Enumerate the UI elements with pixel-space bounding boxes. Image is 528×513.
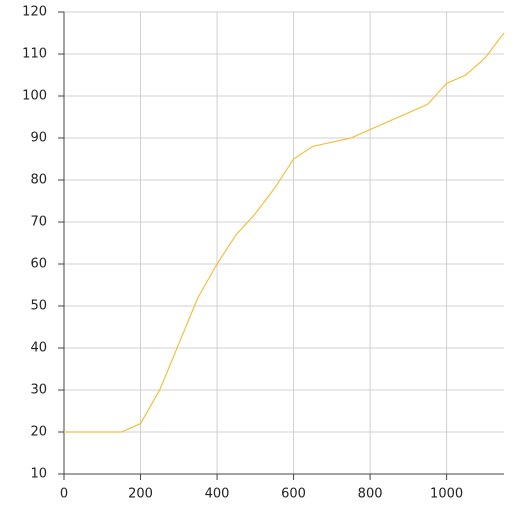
y-tick-label: 70 [30, 215, 47, 230]
y-tick-label: 60 [30, 257, 47, 272]
y-tick-label: 50 [30, 299, 47, 314]
y-tick-label: 110 [22, 47, 47, 62]
y-tick-label: 100 [22, 89, 47, 104]
y-tick-label: 30 [30, 383, 47, 398]
y-tick-label: 120 [22, 5, 47, 20]
y-tick-label: 80 [30, 173, 47, 188]
x-tick-label: 800 [358, 487, 383, 502]
y-tick-label: 40 [30, 341, 47, 356]
y-tick-label: 10 [30, 467, 47, 482]
x-tick-label: 200 [128, 487, 153, 502]
y-tick-label: 90 [30, 131, 47, 146]
x-tick-label: 0 [60, 487, 68, 502]
line [64, 32, 505, 433]
x-tick-label: 400 [205, 487, 230, 502]
x-tick-label: 1000 [430, 487, 463, 502]
y-tick-label: 20 [30, 425, 47, 440]
x-tick-label: 600 [281, 487, 306, 502]
